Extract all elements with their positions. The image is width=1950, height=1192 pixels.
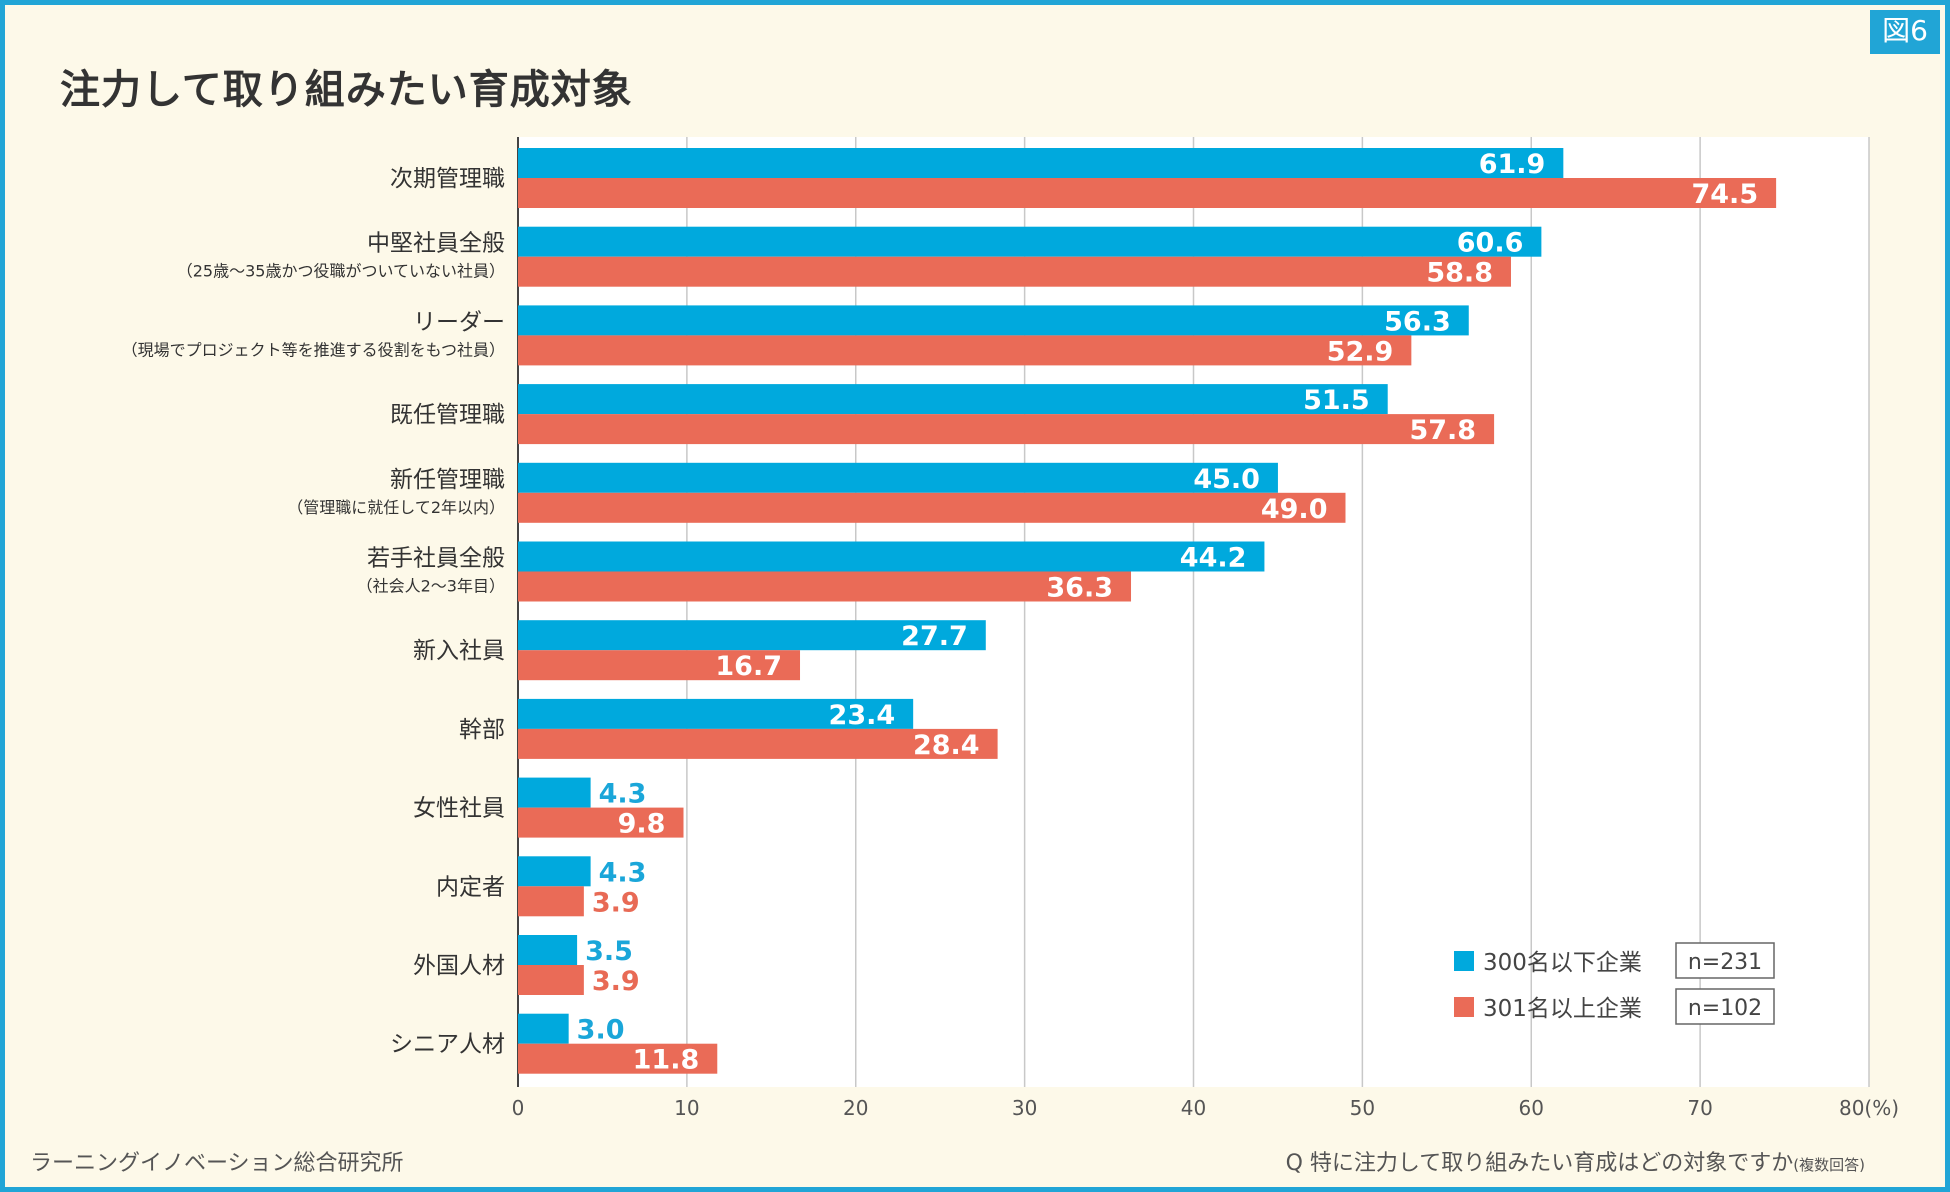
chart-title: 注力して取り組みたい育成対象 bbox=[60, 67, 633, 113]
x-tick-label: 30 bbox=[1012, 1096, 1037, 1120]
data-label: 28.4 bbox=[913, 730, 980, 761]
category-label: 外国人材 bbox=[413, 953, 505, 979]
data-label: 52.9 bbox=[1327, 336, 1394, 367]
bar-small-company bbox=[518, 777, 591, 808]
bar-large-company bbox=[518, 571, 1132, 602]
data-label: 23.4 bbox=[829, 700, 896, 731]
bar-large-company bbox=[518, 256, 1511, 287]
legend-label: 301名以上企業 bbox=[1483, 996, 1642, 1022]
data-label: 3.0 bbox=[577, 1015, 625, 1046]
category-label: 新任管理職 bbox=[390, 467, 505, 493]
legend-swatch bbox=[1454, 951, 1474, 971]
bar-large-company bbox=[518, 728, 998, 759]
bar-large-company bbox=[518, 1043, 718, 1074]
bar-large-company bbox=[518, 492, 1346, 523]
bar-small-company bbox=[518, 856, 591, 887]
data-label: 49.0 bbox=[1261, 494, 1328, 525]
bar-large-company bbox=[518, 335, 1412, 366]
x-tick-label: 80(%) bbox=[1839, 1096, 1899, 1120]
category-sublabel: （管理職に就任して2年以内） bbox=[287, 498, 505, 517]
x-tick-label: 20 bbox=[843, 1096, 868, 1120]
data-label: 3.9 bbox=[592, 966, 640, 997]
bar-small-company bbox=[518, 1013, 569, 1044]
data-label: 61.9 bbox=[1479, 149, 1546, 180]
data-label: 27.7 bbox=[901, 621, 968, 652]
bar-small-company bbox=[518, 384, 1388, 415]
sample-size: n=231 bbox=[1688, 950, 1762, 975]
data-label: 11.8 bbox=[633, 1045, 700, 1076]
x-tick-label: 60 bbox=[1519, 1096, 1544, 1120]
category-label: 既任管理職 bbox=[390, 402, 505, 428]
bar-small-company bbox=[518, 462, 1278, 493]
bar-large-company bbox=[518, 414, 1495, 445]
data-label: 51.5 bbox=[1303, 385, 1370, 416]
x-tick-label: 10 bbox=[674, 1096, 699, 1120]
data-label: 57.8 bbox=[1409, 415, 1476, 446]
x-tick-label: 0 bbox=[512, 1096, 525, 1120]
question-text: Q 特に注力して取り組みたい育成はどの対象ですか bbox=[1285, 1151, 1794, 1176]
category-label: リーダー bbox=[413, 309, 505, 335]
figure-tag: 図6 bbox=[1870, 10, 1940, 54]
bar-small-company bbox=[518, 935, 578, 965]
source-credit: ラーニングイノベーション総合研究所 bbox=[30, 1151, 404, 1176]
n-box bbox=[1675, 988, 1775, 1025]
category-label: 幹部 bbox=[459, 717, 505, 743]
data-label: 3.9 bbox=[592, 887, 640, 918]
category-label: 女性社員 bbox=[413, 796, 505, 822]
x-tick-label: 70 bbox=[1687, 1096, 1712, 1120]
data-label: 16.7 bbox=[715, 651, 782, 682]
bar-small-company bbox=[518, 226, 1542, 257]
bar-large-company bbox=[518, 650, 801, 681]
bar-large-company bbox=[518, 965, 584, 995]
category-label: 若手社員全般 bbox=[367, 546, 505, 572]
data-label: 58.8 bbox=[1426, 258, 1493, 289]
x-tick-label: 40 bbox=[1181, 1096, 1206, 1120]
data-label: 44.2 bbox=[1180, 543, 1247, 574]
category-sublabel: （現場でプロジェクト等を推進する役割をもつ社員） bbox=[122, 340, 505, 359]
data-label: 4.3 bbox=[599, 779, 647, 810]
data-label: 36.3 bbox=[1046, 573, 1113, 604]
n-box bbox=[1675, 942, 1775, 979]
question-note: (複数回答) bbox=[1793, 1156, 1865, 1174]
data-label: 56.3 bbox=[1384, 306, 1451, 337]
data-label: 9.8 bbox=[618, 809, 666, 840]
x-tick-label: 50 bbox=[1350, 1096, 1375, 1120]
data-label: 4.3 bbox=[599, 857, 647, 888]
data-label: 74.5 bbox=[1691, 179, 1758, 210]
data-label: 3.5 bbox=[585, 936, 633, 967]
sample-size: n=102 bbox=[1688, 996, 1762, 1021]
category-label: 内定者 bbox=[436, 874, 505, 900]
bar-small-company bbox=[518, 541, 1265, 572]
data-label: 45.0 bbox=[1193, 464, 1260, 495]
category-label: 中堅社員全般 bbox=[367, 231, 505, 257]
bar-large-company bbox=[518, 807, 684, 838]
survey-question: Q 特に注力して取り組みたい育成はどの対象ですか(複数回答) bbox=[1286, 1145, 1865, 1177]
legend-label: 300名以下企業 bbox=[1483, 950, 1642, 976]
bar-small-company bbox=[518, 620, 986, 651]
legend-swatch bbox=[1454, 997, 1474, 1017]
bar-small-company bbox=[518, 698, 914, 729]
category-sublabel: （25歳～35歳かつ役職がついていない社員） bbox=[177, 262, 505, 281]
data-label: 60.6 bbox=[1457, 228, 1524, 259]
bar-large-company bbox=[518, 178, 1777, 208]
bar-large-company bbox=[518, 886, 584, 917]
bar-small-company bbox=[518, 148, 1564, 178]
category-label: 新入社員 bbox=[413, 638, 505, 664]
category-label: 次期管理職 bbox=[390, 166, 505, 192]
bar-small-company bbox=[518, 305, 1469, 336]
category-label: シニア人材 bbox=[390, 1032, 505, 1058]
category-sublabel: （社会人2～3年目） bbox=[357, 577, 505, 596]
